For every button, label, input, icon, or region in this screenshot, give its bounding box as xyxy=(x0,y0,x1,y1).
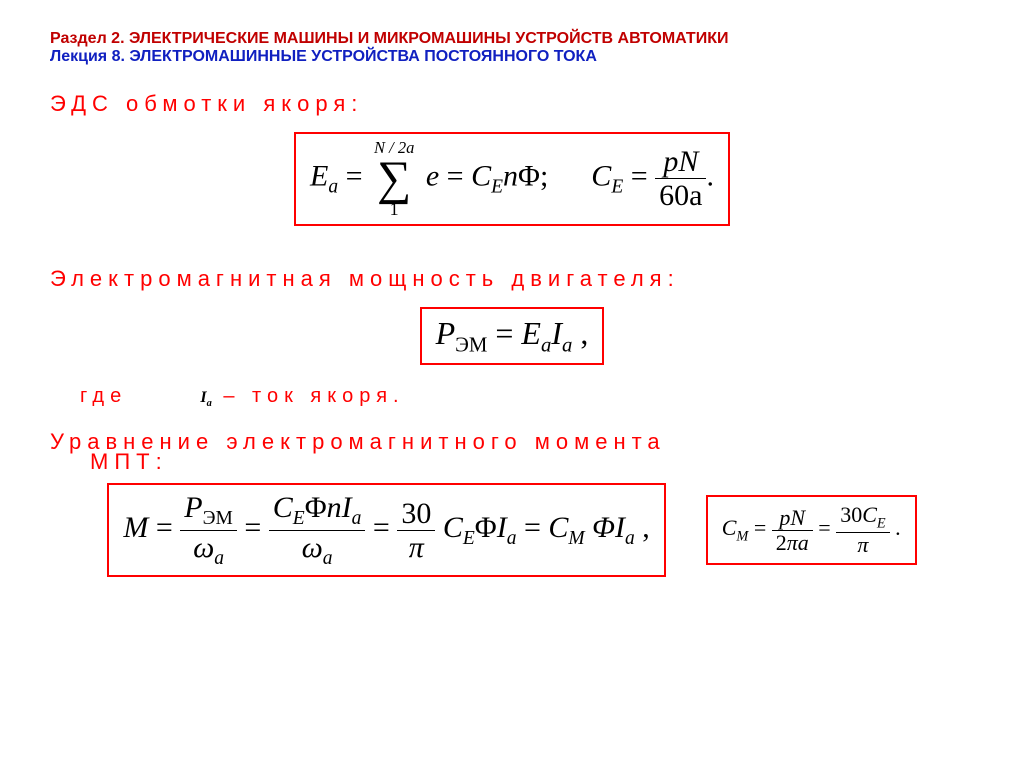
header-lecture: Лекция 8. ЭЛЕКТРОМАШИННЫЕ УСТРОЙСТВА ПОС… xyxy=(50,48,974,66)
formula-power-box: PЭМ = EaIa , xyxy=(420,307,605,365)
header-section: Раздел 2. ЭЛЕКТРИЧЕСКИЕ МАШИНЫ И МИКРОМА… xyxy=(50,30,974,48)
note-line: где Ia – ток якоря. xyxy=(0,385,1024,409)
label-power: Электромагнитная мощность двигателя: xyxy=(0,266,1024,292)
note-var: Ia xyxy=(200,389,211,406)
formula-emf-row: Ea = N / 2a ∑ 1 e = CEnΦ; CE = pN 60a . xyxy=(0,132,1024,226)
formula-moment-row: M = PЭМ ωa = CEΦnIa ωa = 30 π CEΦIa = CM… xyxy=(0,483,1024,577)
ce-den: 60a xyxy=(659,179,702,212)
formula-moment-box: M = PЭМ ωa = CEΦnIa ωa = 30 π CEΦIa = CM… xyxy=(107,483,665,577)
formula-power-row: PЭМ = EaIa , xyxy=(0,307,1024,365)
sigma-icon: ∑ xyxy=(374,157,414,200)
cm-num: pN xyxy=(779,505,805,530)
note-rest: – ток якоря. xyxy=(223,385,404,407)
note-where: где xyxy=(80,385,127,407)
formula-cm-box: CM = pN 2πa = 30CE π . xyxy=(706,495,917,565)
t3-num: 30 xyxy=(397,497,435,531)
ce-num: pN xyxy=(663,145,698,178)
formula-emf-box: Ea = N / 2a ∑ 1 e = CEnΦ; CE = pN 60a . xyxy=(294,132,730,226)
slide-header: Раздел 2. ЭЛЕКТРИЧЕСКИЕ МАШИНЫ И МИКРОМА… xyxy=(0,0,1024,76)
t3-den: π xyxy=(397,531,435,564)
label-emf: ЭДС обмотки якоря: xyxy=(0,91,1024,117)
